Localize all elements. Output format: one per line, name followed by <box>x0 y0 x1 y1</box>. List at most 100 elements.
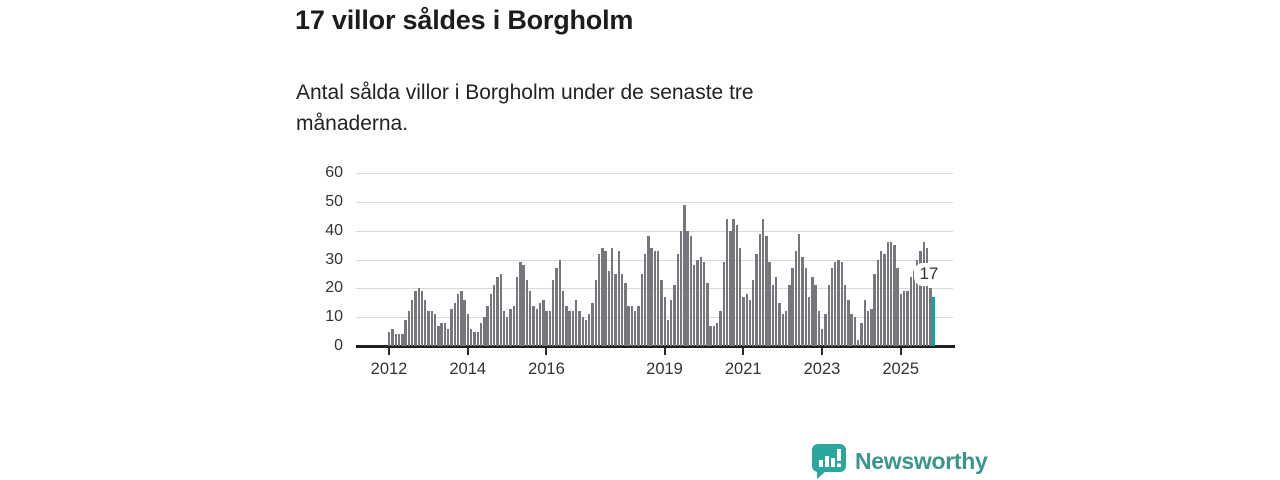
bar <box>778 302 781 346</box>
bar <box>653 250 657 346</box>
bar <box>755 253 758 346</box>
bar <box>640 273 643 346</box>
bar <box>470 328 473 346</box>
bar <box>555 268 558 346</box>
y-axis-label-20: 20 <box>325 279 343 297</box>
x-axis-tick-2016 <box>545 348 548 355</box>
bar <box>519 262 522 346</box>
bar <box>601 247 604 346</box>
x-axis-label-2021: 2021 <box>724 360 762 378</box>
bar <box>729 230 732 346</box>
x-axis-tick-2019 <box>663 348 666 355</box>
y-axis-label-30: 30 <box>325 250 343 268</box>
bar <box>876 259 880 346</box>
y-axis-label-60: 60 <box>325 164 343 181</box>
bar <box>699 256 702 346</box>
bar <box>604 250 607 346</box>
bar <box>499 273 502 346</box>
bar <box>394 334 397 346</box>
bar <box>676 253 680 346</box>
bar <box>535 308 538 346</box>
bar <box>732 219 735 346</box>
bar <box>525 279 529 346</box>
bar <box>565 305 568 346</box>
bar <box>702 262 706 346</box>
y-axis-label-0: 0 <box>334 337 343 354</box>
bar <box>637 305 640 346</box>
page-title: 17 villor såldes i Borgholm <box>295 5 634 35</box>
bar <box>460 291 463 346</box>
x-axis-tick-2014 <box>466 348 469 355</box>
bar <box>663 296 666 346</box>
bar <box>542 299 545 346</box>
bar <box>388 331 391 346</box>
bar <box>447 328 450 346</box>
bar <box>709 325 712 346</box>
bar <box>407 311 411 346</box>
bar <box>630 305 634 346</box>
bar <box>758 233 762 346</box>
bar <box>840 262 844 346</box>
bar <box>679 230 683 346</box>
bar <box>689 236 693 346</box>
bar-highlighted-latest <box>932 296 935 346</box>
bar <box>620 273 624 346</box>
bar <box>843 285 847 346</box>
bar <box>401 334 404 346</box>
bar <box>863 299 866 346</box>
bar <box>437 325 440 346</box>
bar <box>761 219 765 346</box>
y-axis-label-40: 40 <box>325 221 343 239</box>
y-axis-label-10: 10 <box>325 308 343 326</box>
bar <box>483 317 486 346</box>
bar <box>433 314 437 346</box>
bar <box>522 265 525 346</box>
bar <box>624 282 627 346</box>
bar <box>578 311 581 346</box>
bar <box>916 259 919 346</box>
x-axis-tick-2023 <box>820 348 823 355</box>
bar <box>404 320 407 346</box>
bar <box>650 247 653 346</box>
bar <box>706 282 709 346</box>
x-axis-label-2014: 2014 <box>449 360 487 378</box>
bar <box>614 273 617 346</box>
x-axis-label-2016: 2016 <box>528 360 565 378</box>
bar <box>627 305 630 346</box>
bar <box>725 219 729 346</box>
newsworthy-logo-icon <box>810 443 847 479</box>
bar <box>574 299 578 346</box>
bar <box>489 294 493 346</box>
bar <box>712 325 716 346</box>
bar <box>853 317 857 346</box>
gridline-50 <box>356 201 953 203</box>
bar <box>479 322 483 346</box>
bar <box>440 322 443 346</box>
bar <box>670 299 673 346</box>
bar <box>742 296 745 346</box>
x-axis-line <box>356 345 955 348</box>
bar <box>492 285 496 346</box>
bar <box>581 317 584 346</box>
bar <box>597 253 601 346</box>
bar <box>463 299 466 346</box>
bar <box>696 259 699 346</box>
bar <box>611 247 614 346</box>
bar <box>820 328 824 346</box>
bar <box>647 236 650 346</box>
bar <box>912 271 916 346</box>
bar <box>456 294 460 346</box>
bar <box>735 224 739 346</box>
plot-area: 0 10 20 30 40 50 60 2012 2014 2016 2019 2021 2023 202… <box>325 164 955 378</box>
bar <box>866 311 870 346</box>
x-axis-label-2023: 2023 <box>803 360 841 378</box>
x-axis-tick-2021 <box>742 348 745 355</box>
bar <box>847 299 850 346</box>
bar <box>925 247 929 346</box>
bar <box>801 256 804 346</box>
y-axis-label-50: 50 <box>325 192 343 210</box>
newsworthy-brand-name: Newsworthy <box>855 447 988 474</box>
bar <box>929 288 932 346</box>
bar <box>909 276 912 346</box>
bar <box>791 268 794 346</box>
